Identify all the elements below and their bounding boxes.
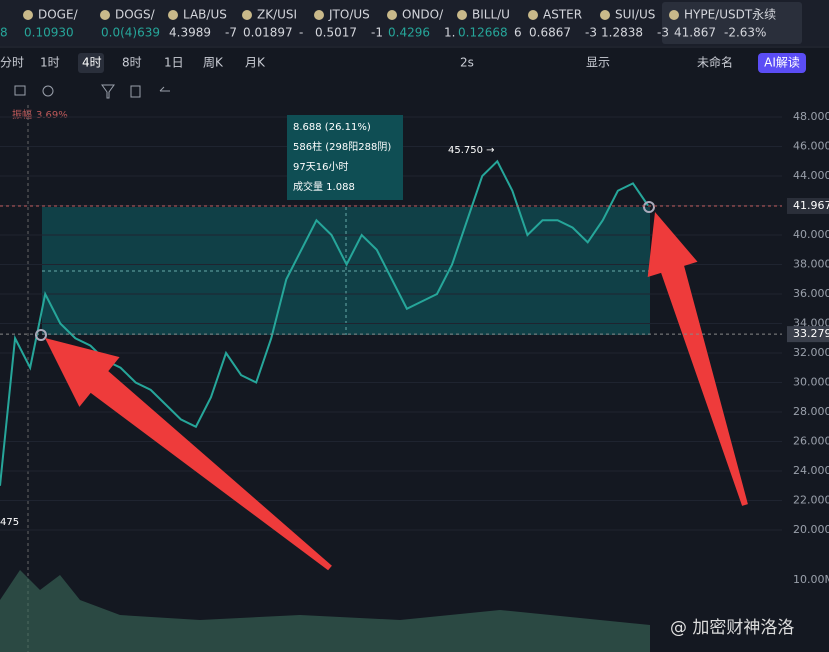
lock-icon[interactable]	[14, 85, 26, 96]
tooltip-line: 8.688 (26.11%)	[293, 122, 371, 133]
ticker-price: 0.4296	[388, 26, 430, 40]
indicator-label: 振幅	[12, 108, 32, 121]
layout-name[interactable]: 未命名	[697, 55, 733, 70]
timeframe[interactable]: 1日	[164, 56, 184, 70]
y-tick-label: 46.000	[793, 140, 829, 153]
ticker-price: 0.10930	[24, 26, 74, 40]
y-tick-label: 22.000	[793, 494, 829, 507]
ticker-icon	[242, 10, 252, 20]
ticker-price: 0.5017	[315, 26, 357, 40]
price-tag: 33.279	[793, 327, 829, 340]
volume-area	[0, 570, 650, 652]
ticker-icon	[23, 10, 33, 20]
ticker-icon	[600, 10, 610, 20]
annotation: 45.750 →	[448, 145, 495, 156]
ticker-symbol[interactable]: SUI/US	[615, 8, 655, 22]
y-tick-label: 24.000	[793, 464, 829, 477]
ticker-symbol[interactable]: ONDO/	[402, 8, 444, 22]
y-tick-label: 20.000	[793, 523, 829, 536]
ticker-change: 6	[514, 26, 522, 40]
ticker-icon	[387, 10, 397, 20]
ticker-price: 0.6867	[529, 26, 571, 40]
range-handle[interactable]	[643, 201, 655, 213]
tooltip-line: 成交量 1.088	[293, 180, 355, 193]
trash-icon[interactable]	[130, 85, 141, 98]
undo-icon[interactable]	[159, 86, 170, 92]
ticker-symbol[interactable]: ASTER	[543, 8, 582, 22]
watermark: @ 加密财神洛洛	[670, 618, 794, 638]
ticker-symbol[interactable]: LAB/US	[183, 8, 227, 22]
volume-tick: 10.00M	[793, 573, 829, 586]
timeframe[interactable]: 4时	[82, 56, 102, 70]
price-tag: 41.967	[793, 199, 829, 212]
timeframe[interactable]: 月K	[245, 56, 266, 70]
range-handle[interactable]	[35, 329, 47, 341]
filter-icon[interactable]	[101, 84, 115, 99]
timeframe[interactable]: 周K	[203, 56, 224, 70]
ticker-price: 8	[0, 26, 8, 40]
tooltip-line: 586柱 (298阳288阴)	[293, 140, 391, 153]
y-tick-label: 32.000	[793, 346, 829, 359]
ticker-change: -	[299, 26, 303, 40]
ticker-symbol[interactable]: DOGS/	[115, 8, 156, 22]
ticker-change: -3	[585, 26, 597, 40]
ticker-icon	[528, 10, 538, 20]
tooltip-line: 97天16小时	[293, 161, 348, 173]
active-ticker-bg	[662, 2, 802, 44]
timeframe[interactable]: 分时	[0, 56, 24, 70]
ticker-price: 1.2838	[601, 26, 643, 40]
ticker-icon	[100, 10, 110, 20]
y-tick-label: 44.000	[793, 169, 829, 182]
price-tag-bg	[787, 326, 829, 343]
price-tag-bg	[787, 197, 829, 214]
ticker-icon	[314, 10, 324, 20]
ticker-symbol[interactable]: DOGE/	[38, 8, 79, 22]
y-tick-label: 38.000	[793, 258, 829, 271]
tooltip	[287, 115, 403, 200]
ticker-symbol[interactable]: JTO/US	[328, 8, 370, 22]
ticker-price: 0.01897	[243, 26, 293, 40]
ticker-symbol[interactable]: BILL/U	[472, 8, 510, 22]
toolbar-right: 2s 显示 未命名 AI解读	[460, 53, 806, 73]
drawing-tools	[14, 84, 170, 99]
timeframe[interactable]: 1时	[40, 56, 60, 70]
ticker-change: -2.63%	[724, 26, 766, 40]
indicator-value: 3.69%	[36, 110, 68, 121]
arrow	[647, 212, 748, 506]
ticker-icon	[669, 10, 679, 20]
y-tick-label: 48.000	[793, 110, 829, 123]
y-tick-label: 40.000	[793, 228, 829, 241]
ticker-change: -3	[657, 26, 669, 40]
y-tick-label: 26.000	[793, 435, 829, 448]
ticker-symbol[interactable]: ZK/USI	[257, 8, 297, 22]
y-tick-label: 30.000	[793, 376, 829, 389]
ticker-change: -7	[225, 26, 237, 40]
timeframe[interactable]: 8时	[122, 56, 142, 70]
ticker-change: -1	[371, 26, 383, 40]
arrow	[45, 338, 332, 571]
ticker-change: 1.	[444, 26, 455, 40]
ticker-price: 0.0(4)639	[101, 26, 160, 40]
display[interactable]: 显示	[586, 56, 610, 70]
ticker-price: 41.867	[674, 26, 716, 40]
refresh[interactable]: 2s	[460, 56, 474, 70]
y-tick-label: 36.000	[793, 287, 829, 300]
ticker-price: 0.12668	[458, 26, 508, 40]
ai-label[interactable]: AI解读	[764, 56, 800, 70]
ticker-icon	[457, 10, 467, 20]
annotation: 475	[0, 517, 19, 528]
eye-icon[interactable]	[42, 85, 54, 97]
ticker-symbol[interactable]: HYPE/USDT永续	[684, 8, 776, 22]
ticker-icon	[168, 10, 178, 20]
active-timeframe-bg	[78, 53, 104, 73]
y-tick-label: 28.000	[793, 405, 829, 418]
ai-button[interactable]	[758, 53, 806, 73]
ticker-price: 4.3989	[169, 26, 211, 40]
